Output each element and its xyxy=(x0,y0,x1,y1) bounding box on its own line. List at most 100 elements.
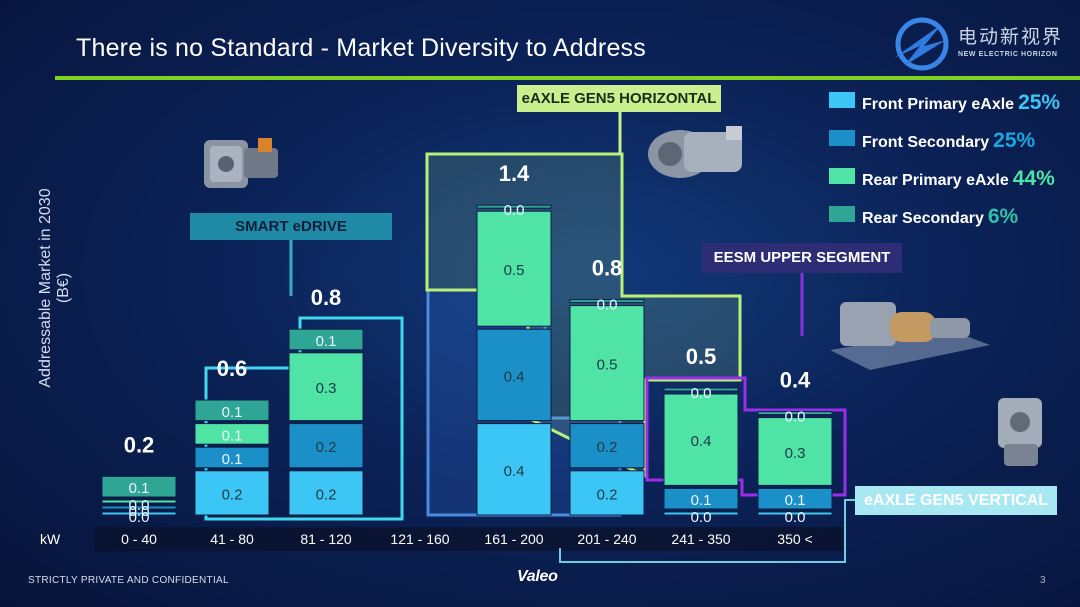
data-label: 0.2 xyxy=(316,439,337,456)
data-label: 0.2 xyxy=(597,486,618,503)
x-tick-label: 241 - 350 xyxy=(671,531,730,547)
data-label: 0.1 xyxy=(222,427,243,444)
data-label: 0.0 xyxy=(129,509,150,526)
data-label: 0.0 xyxy=(691,385,712,402)
callout-gen5-horizontal: eAXLE GEN5 HORIZONTAL xyxy=(517,85,721,112)
eesm-product-icon xyxy=(830,302,990,370)
data-label: 0.0 xyxy=(691,509,712,526)
data-label: 0.1 xyxy=(222,451,243,468)
bar-segment xyxy=(288,423,364,469)
bar-segment xyxy=(101,505,177,510)
bar-segment xyxy=(101,475,177,498)
legend-pct: 25% xyxy=(1018,91,1061,114)
data-label: 0.4 xyxy=(504,368,525,385)
callout-eesm-upper: EESM UPPER SEGMENT xyxy=(702,243,902,273)
data-label: 0.0 xyxy=(129,503,150,520)
data-label: 0.3 xyxy=(785,445,806,462)
total-label: 0.6 xyxy=(217,356,248,381)
bar-segment xyxy=(194,470,270,516)
smart-edrive-product-icon xyxy=(204,138,278,188)
data-label: 0.5 xyxy=(597,357,618,374)
x-tick-label: 161 - 200 xyxy=(484,531,543,547)
data-label: 0.2 xyxy=(222,486,243,503)
legend-pct: 44% xyxy=(1012,167,1055,190)
data-label: 0.1 xyxy=(691,492,712,509)
data-label: 0.0 xyxy=(129,497,150,514)
bar-segment xyxy=(194,423,270,445)
total-label: 0.8 xyxy=(592,256,623,281)
bar-segment xyxy=(101,511,177,516)
bar-segment xyxy=(569,299,645,304)
data-label: 0.0 xyxy=(785,409,806,426)
x-tick-label: 121 - 160 xyxy=(390,531,449,547)
data-label: 0.5 xyxy=(504,262,525,279)
total-label: 0.2 xyxy=(124,432,155,457)
gen5-horizontal-product-icon xyxy=(648,126,742,178)
watermark-chinese: 电动新视界 xyxy=(958,26,1064,48)
x-tick-label: 350 < xyxy=(777,531,812,547)
x-tick-label: 0 - 40 xyxy=(121,531,157,547)
legend-label: Rear Secondary xyxy=(862,210,984,227)
legend-label: Front Primary eAxle xyxy=(862,96,1015,113)
data-label: 0.1 xyxy=(129,480,150,497)
total-label: 0.8 xyxy=(311,285,342,310)
footer-brand-logo: Valeo xyxy=(517,568,558,585)
bar-segment xyxy=(757,487,833,510)
bar-segment xyxy=(663,487,739,510)
connector-gen5-vertical xyxy=(559,499,855,563)
page-title: There is no Standard - Market Diversity … xyxy=(76,34,646,62)
x-tick-label: 201 - 240 xyxy=(577,531,636,547)
bar-segment xyxy=(569,470,645,516)
bar-segment xyxy=(569,423,645,469)
bar-segment xyxy=(194,399,270,422)
data-label: 0.1 xyxy=(785,492,806,509)
data-label: 0.1 xyxy=(222,404,243,421)
bar-segment xyxy=(101,499,177,504)
gen5-vertical-product-icon xyxy=(998,398,1042,466)
bar-segment xyxy=(757,511,833,516)
bar-segment xyxy=(476,204,552,209)
page-number: 3 xyxy=(1040,575,1046,586)
bar-segment xyxy=(288,470,364,516)
x-tick-label: 81 - 120 xyxy=(300,531,352,547)
bar-segment xyxy=(288,328,364,351)
data-label: 0.4 xyxy=(504,463,525,480)
bar-segment xyxy=(663,393,739,486)
callout-smart-edrive: SMART eDRIVE xyxy=(190,213,392,240)
bar-segment xyxy=(757,411,833,416)
legend-swatch-front-secondary xyxy=(829,130,855,146)
bar-segment xyxy=(476,423,552,516)
watermark-english: NEW ELECTRIC HORIZON xyxy=(958,51,1058,58)
data-label: 0.0 xyxy=(785,509,806,526)
total-label: 0.5 xyxy=(686,344,717,369)
bar-segment xyxy=(663,387,739,392)
legend-label: Rear Primary eAxle xyxy=(862,172,1009,189)
data-label: 0.1 xyxy=(316,333,337,350)
bar-segment xyxy=(476,328,552,422)
x-tick-label: 41 - 80 xyxy=(210,531,254,547)
legend-pct: 25% xyxy=(993,129,1036,152)
bar-segment xyxy=(288,352,364,422)
bar-segment xyxy=(569,305,645,422)
total-label: 0.4 xyxy=(780,368,811,393)
brand-logo-icon xyxy=(894,17,949,71)
data-label: 0.0 xyxy=(597,297,618,314)
footer-confidential: STRICTLY PRIVATE AND CONFIDENTIAL xyxy=(28,575,229,586)
data-label: 0.0 xyxy=(504,202,525,219)
title-rule xyxy=(55,76,1080,80)
x-axis-label: kW xyxy=(40,531,61,547)
data-label: 0.2 xyxy=(316,486,337,503)
data-label: 0.3 xyxy=(316,380,337,397)
bar-segment xyxy=(663,511,739,516)
legend-swatch-rear-secondary xyxy=(829,206,855,222)
x-axis-band xyxy=(95,527,843,551)
legend-label: Front Secondary xyxy=(862,134,990,151)
bar-segment xyxy=(757,417,833,486)
total-label: 1.4 xyxy=(499,161,530,186)
bar-segment xyxy=(194,446,270,469)
data-label: 0.4 xyxy=(691,433,712,450)
data-label: 0.2 xyxy=(597,439,618,456)
callout-gen5-vertical: eAXLE GEN5 VERTICAL xyxy=(855,486,1057,515)
legend-pct: 6% xyxy=(987,205,1019,228)
